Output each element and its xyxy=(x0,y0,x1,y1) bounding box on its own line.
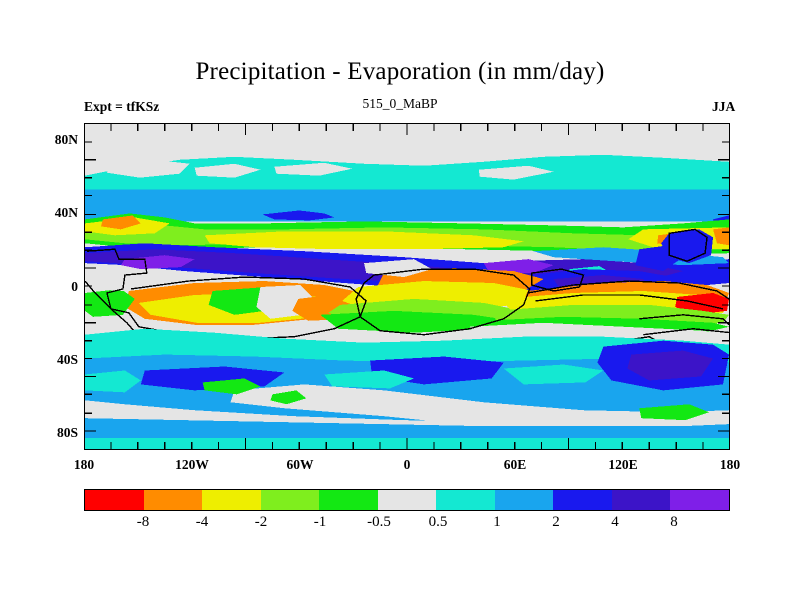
x-axis-label-120e: 120E xyxy=(608,457,638,472)
colorbar-tick--0.5: -0.5 xyxy=(367,514,391,530)
x-axis-label-60w: 60W xyxy=(286,457,314,472)
colorbar-band-3 xyxy=(260,490,320,510)
x-axis-label-180e: 180 xyxy=(719,457,741,472)
colorbar-tick-2: 2 xyxy=(552,514,560,530)
x-axis-label-180w: 180 xyxy=(73,457,95,472)
colorbar-band-1 xyxy=(143,490,203,510)
colorbar-tick-4: 4 xyxy=(611,514,619,530)
y-axis-label-0: 0 xyxy=(71,279,78,294)
colorbar-tick-1: 1 xyxy=(493,514,501,530)
colorbar-tick--2: -2 xyxy=(254,514,268,530)
colorbar-band-2 xyxy=(202,490,261,510)
colorbar-band-9 xyxy=(611,490,671,510)
colorbar-band-5 xyxy=(377,490,437,510)
colorbar-tick-8: 8 xyxy=(670,514,678,530)
y-axis-label-80s: 80S xyxy=(56,425,78,440)
colorbar xyxy=(84,489,730,511)
colorbar-band-7 xyxy=(494,490,554,510)
page-title: Precipitation - Evaporation (in mm/day) xyxy=(195,58,605,85)
colorbar-band-8 xyxy=(553,490,612,510)
colorbar-band-0 xyxy=(85,490,144,510)
x-axis-label-0: 0 xyxy=(403,457,411,472)
y-axis-label-40n: 40N xyxy=(54,205,78,220)
colorbar-tick--4: -4 xyxy=(195,514,209,530)
colorbar-tick-0.5: 0.5 xyxy=(428,514,448,530)
x-axis-label-120w: 120W xyxy=(175,457,209,472)
colorbar-band-4 xyxy=(319,490,378,510)
colorbar-tick--1: -1 xyxy=(313,514,327,530)
contour-map-plot xyxy=(84,123,730,450)
y-axis-label-80n: 80N xyxy=(54,132,78,147)
y-axis-label-40s: 40S xyxy=(56,352,78,367)
colorbar-band-6 xyxy=(436,490,495,510)
colorbar-band-10 xyxy=(670,490,730,510)
x-axis-label-60e: 60E xyxy=(503,457,527,472)
run-id-label: 515_0_MaBP xyxy=(362,96,438,111)
experiment-label: Expt = tfKSz xyxy=(84,99,160,114)
colorbar-tick--8: -8 xyxy=(136,514,150,530)
season-label: JJA xyxy=(712,99,736,114)
